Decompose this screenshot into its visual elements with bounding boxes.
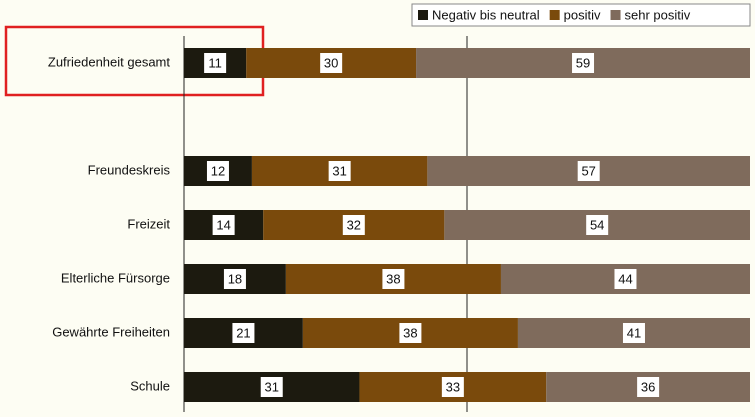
- legend-label: sehr positiv: [625, 7, 691, 22]
- value-label-box: [206, 161, 229, 181]
- value-label-box: [260, 377, 283, 397]
- value-label: 38: [386, 271, 400, 286]
- value-label-box: [328, 161, 351, 181]
- value-label-box: [232, 323, 255, 343]
- value-label-box: [637, 377, 660, 397]
- legend-label: positiv: [564, 7, 601, 22]
- value-label: 32: [347, 217, 361, 232]
- value-label-box: [622, 323, 645, 343]
- y-tick-label: Freundeskreis: [88, 162, 171, 177]
- value-label-box: [399, 323, 422, 343]
- value-label-box: [614, 269, 637, 289]
- value-label: 54: [590, 217, 604, 232]
- y-tick-label: Elterliche Fürsorge: [61, 270, 170, 285]
- legend: Negativ bis neutral positiv sehr positiv: [411, 3, 751, 27]
- value-label: 31: [264, 379, 278, 394]
- value-label-box: [577, 161, 600, 181]
- legend-swatch: [418, 10, 428, 20]
- value-label-box: [382, 269, 405, 289]
- value-label: 33: [446, 379, 460, 394]
- value-label-box: [342, 215, 365, 235]
- value-label: 38: [403, 325, 417, 340]
- value-label: 31: [332, 163, 346, 178]
- legend-frame: [411, 3, 751, 27]
- value-label: 21: [236, 325, 250, 340]
- y-tick-label: Freizeit: [127, 216, 170, 231]
- value-label: 14: [216, 217, 230, 232]
- value-label: 57: [581, 163, 595, 178]
- value-label: 36: [641, 379, 655, 394]
- value-label: 59: [576, 55, 590, 70]
- legend-swatch: [610, 10, 621, 20]
- y-tick-label: Zufriedenheit gesamt: [48, 54, 171, 69]
- legend-swatch: [549, 10, 560, 20]
- y-tick-label: Schule: [130, 378, 170, 393]
- value-label: 44: [618, 271, 632, 286]
- value-label-box: [572, 53, 595, 73]
- y-tick-label: Gewährte Freiheiten: [52, 324, 170, 339]
- value-label: 18: [228, 271, 242, 286]
- value-label-box: [320, 53, 343, 73]
- value-label-box: [204, 53, 227, 73]
- value-label-box: [441, 377, 464, 397]
- legend-label: Negativ bis neutral: [432, 7, 540, 22]
- value-label-box: [212, 215, 235, 235]
- value-label-box: [223, 269, 246, 289]
- value-label: 30: [324, 55, 338, 70]
- value-label: 41: [627, 325, 641, 340]
- value-label: 11: [208, 55, 222, 70]
- value-label: 12: [211, 163, 225, 178]
- value-label-box: [586, 215, 609, 235]
